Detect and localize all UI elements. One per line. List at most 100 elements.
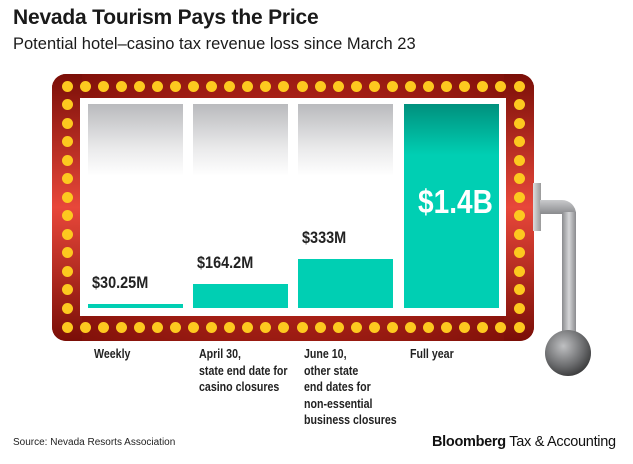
light-bulb	[151, 80, 163, 92]
data-label: $164.2M	[197, 253, 254, 273]
light-bulb	[513, 99, 525, 111]
light-bulb	[513, 321, 525, 333]
light-bulb	[350, 321, 362, 333]
light-bulb	[459, 321, 471, 333]
light-bulb	[206, 321, 218, 333]
light-bulb	[61, 247, 73, 259]
light-bulb	[513, 154, 525, 166]
light-bulb	[386, 80, 398, 92]
light-bulb	[332, 321, 344, 333]
category-label: Weekly	[94, 347, 131, 361]
reel-background	[88, 104, 183, 176]
data-label: $1.4B	[418, 183, 493, 220]
bar	[193, 284, 288, 308]
light-bulb	[260, 321, 272, 333]
light-bulb	[97, 80, 109, 92]
light-bulb	[513, 265, 525, 277]
light-bulb	[61, 265, 73, 277]
reel-background	[298, 104, 393, 176]
light-bulb	[61, 80, 73, 92]
light-bulb	[477, 80, 489, 92]
light-bulb	[477, 321, 489, 333]
lever-arm-vertical	[562, 212, 576, 340]
lever-mount	[533, 183, 541, 231]
light-bulb	[79, 321, 91, 333]
light-bulb	[405, 321, 417, 333]
brand-rest: Tax & Accounting	[505, 434, 616, 450]
bar	[298, 259, 393, 308]
light-bulb	[61, 284, 73, 296]
light-bulb	[513, 284, 525, 296]
light-bulb	[495, 321, 507, 333]
light-bulb	[151, 321, 163, 333]
light-bulb	[423, 80, 435, 92]
light-bulb	[495, 80, 507, 92]
category-label: April 30, state end date for casino clos…	[199, 347, 288, 394]
light-bulb	[224, 321, 236, 333]
light-bulb	[188, 321, 200, 333]
light-bulb	[61, 154, 73, 166]
light-bulb	[423, 321, 435, 333]
frame-right-edge	[504, 74, 534, 341]
light-bulb	[61, 99, 73, 111]
light-bulb	[61, 117, 73, 129]
light-bulb	[61, 173, 73, 185]
lever-knob-icon	[545, 330, 591, 376]
light-bulb	[513, 191, 525, 203]
category-label: Full year	[410, 347, 454, 361]
light-bulb	[61, 191, 73, 203]
light-bulb	[188, 80, 200, 92]
light-bulb	[133, 321, 145, 333]
light-bulb	[441, 80, 453, 92]
light-bulb	[242, 321, 254, 333]
light-bulb	[314, 321, 326, 333]
light-bulb	[169, 80, 181, 92]
light-bulb	[513, 228, 525, 240]
source-note: Source: Nevada Resorts Association	[13, 437, 176, 448]
bar	[88, 303, 183, 308]
light-bulb	[61, 210, 73, 222]
light-bulb	[350, 80, 362, 92]
light-bulb	[260, 80, 272, 92]
light-bulb	[61, 302, 73, 314]
light-bulb	[405, 80, 417, 92]
data-label: $333M	[302, 228, 347, 248]
frame-left-edge	[52, 74, 82, 341]
light-bulb	[61, 228, 73, 240]
light-bulb	[296, 80, 308, 92]
data-label: $30.25M	[92, 272, 149, 292]
light-bulb	[513, 173, 525, 185]
light-bulb	[133, 80, 145, 92]
lever-arm-horizontal	[540, 200, 576, 214]
bar	[404, 104, 499, 308]
light-bulb	[459, 80, 471, 92]
light-bulb	[314, 80, 326, 92]
light-bulb	[242, 80, 254, 92]
light-bulb	[206, 80, 218, 92]
light-bulb	[368, 80, 380, 92]
light-bulb	[332, 80, 344, 92]
light-bulb	[296, 321, 308, 333]
light-bulb	[386, 321, 398, 333]
light-bulb	[61, 136, 73, 148]
light-bulb	[513, 247, 525, 259]
light-bulb	[97, 321, 109, 333]
brand-bold: Bloomberg	[432, 434, 506, 450]
chart-subtitle: Potential hotel–casino tax revenue loss …	[13, 35, 416, 53]
reel-background	[193, 104, 288, 176]
light-bulb	[79, 80, 91, 92]
light-bulb	[224, 80, 236, 92]
category-label: June 10, other state end dates for non-e…	[304, 347, 397, 427]
light-bulb	[513, 210, 525, 222]
light-bulb	[513, 117, 525, 129]
light-bulb	[513, 80, 525, 92]
chart-title: Nevada Tourism Pays the Price	[13, 6, 319, 29]
light-bulb	[278, 80, 290, 92]
light-bulb	[513, 302, 525, 314]
light-bulb	[441, 321, 453, 333]
light-bulb	[513, 136, 525, 148]
light-bulb	[368, 321, 380, 333]
light-bulb	[61, 321, 73, 333]
light-bulb	[115, 80, 127, 92]
light-bulb	[169, 321, 181, 333]
